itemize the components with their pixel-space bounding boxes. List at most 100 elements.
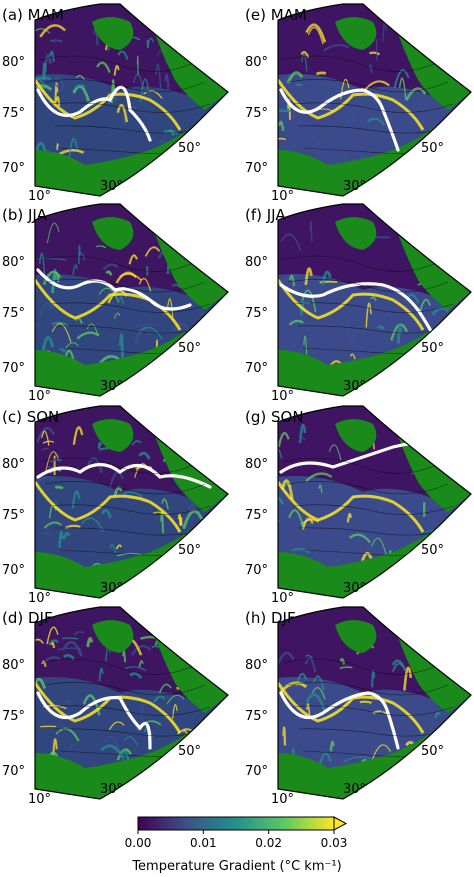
bathymetry-contour [292,504,454,515]
panel-label: (h) DJF [245,609,296,627]
gradient-streak [391,772,399,781]
lat-label: 75° [2,508,25,523]
gradient-streak [50,641,56,649]
gradient-streak [453,136,457,151]
gradient-streak [161,498,169,510]
gradient-streak [73,630,85,636]
bathymetry-contour [282,658,444,675]
ice-edge-line [279,282,435,337]
gradient-streak [124,736,138,746]
gradient-streak [35,677,47,690]
gradient-streak [117,50,129,60]
gradient-streak [209,239,213,247]
gradient-streak [403,666,413,691]
gradient-streak [98,287,120,303]
gradient-streak [419,633,423,649]
gradient-streak [156,377,180,381]
svalbard-land [335,419,377,452]
gradient-streak [64,524,81,530]
gradient-streak [405,87,427,101]
lon-label: 10° [271,591,294,606]
gradient-streak [300,299,305,316]
gradient-streak [116,103,129,123]
lon-label: 50° [421,543,444,558]
gradient-streak [197,555,214,565]
colorbar-extend-arrow [333,816,348,831]
gradient-streak [346,512,353,523]
gradient-streak [367,117,386,126]
gradient-streak [405,740,414,747]
gradient-streak [301,54,308,72]
gradient-streak [163,129,179,136]
gradient-streak [451,645,460,650]
gradient-streak [323,43,350,52]
gradient-streak [288,509,305,528]
gradient-streak [113,312,121,319]
lat-label: 80° [245,658,268,673]
gradient-streak [449,325,456,348]
gradient-streak [58,347,66,354]
gradient-streak [95,245,107,249]
gradient-streak [164,73,170,90]
gradient-streak [304,657,317,673]
gradient-streak [391,659,407,671]
map-panel-b: (b) JJA 80° 75° 70°10° 30° 50° [2,203,229,404]
gradient-streak [109,471,124,488]
gradient-streak [367,785,381,792]
gradient-streak [181,585,197,595]
lon-label: 10° [28,591,51,606]
bathymetry-contour [287,279,449,293]
gradient-streak [132,375,152,386]
gradient-streak [369,296,377,302]
bathymetry-contour [39,255,201,272]
gradient-streak [164,440,176,444]
scandinavia-land [278,324,443,396]
gradient-streak [64,342,79,350]
gradient-streak [311,686,326,700]
lat-label: 80° [2,658,25,673]
gradient-streak [363,80,390,92]
gradient-streak [376,325,386,330]
bathymetry-contour [282,55,444,72]
scandinavia-land [35,526,200,598]
colorbar-bar [137,816,335,831]
gradient-streak [318,484,323,494]
bathymetry-contour [49,102,211,113]
gradient-streak [348,533,372,544]
bathymetry-contour [49,504,211,515]
gradient-streak [132,73,145,94]
gradient-streak [118,296,125,305]
lat-label: 75° [2,306,25,321]
gradient-streak [349,353,356,360]
svalbard-land [92,419,134,452]
gradient-streak [54,485,64,490]
gradient-streak [321,270,332,286]
gradient-streak [46,626,59,645]
lat-label: 80° [2,457,25,472]
gradient-streak [385,365,393,379]
panel-label: (b) JJA [2,206,48,224]
gradient-streak [361,327,370,336]
svalbard-land [92,17,134,50]
scandinavia-land [35,324,200,396]
gradient-streak [315,71,327,76]
ice-edge-line [279,88,400,152]
gradient-streak [452,738,465,744]
gradient-streak [280,479,294,500]
lat-label: 80° [245,457,268,472]
map-panel-h: (h) DJF 80° 75° 70°10° 30° 50° [245,606,472,807]
gradient-streak [170,167,176,191]
lon-label: 50° [178,141,201,156]
scandinavia-land [278,124,443,196]
lat-label: 80° [245,55,268,70]
lon-label: 50° [178,543,201,558]
gradient-streak [305,654,313,659]
gradient-streak [413,35,424,43]
gradient-streak [172,284,182,289]
scandinavia-land [278,526,443,598]
gradient-streak [365,302,372,328]
bathymetry-contour [44,279,206,293]
gradient-streak [295,83,303,87]
gradient-streak [71,490,81,509]
